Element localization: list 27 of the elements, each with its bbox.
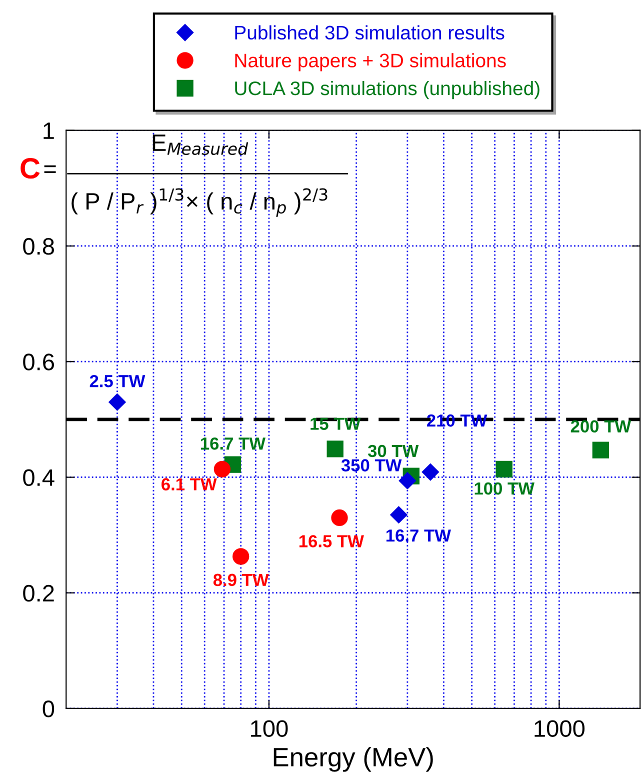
annotation: 16.7 TW — [201, 437, 266, 450]
legend-label: Nature papers + 3D simulations — [235, 53, 506, 72]
annotation: 16.7 TW — [386, 529, 451, 542]
annotation: 2.5 TW — [90, 375, 146, 388]
y-tick-label: 0.2 — [23, 584, 54, 602]
annotation: 16.5 TW — [299, 535, 364, 548]
annotation: 15 TW — [310, 418, 361, 430]
text: = — [44, 165, 56, 173]
legend-label: UCLA 3D simulations (unpublished) — [235, 80, 540, 100]
x-tick-label: 100 — [251, 720, 288, 737]
annotation: E$_{Measured}$ — [152, 134, 248, 155]
y-tick-label: 0 — [42, 700, 54, 718]
annotation: 6.1 TW — [162, 478, 217, 490]
y-tick-label: 1 — [44, 122, 54, 139]
y-tick-label: 0.8 — [23, 238, 54, 255]
annotation: 100 TW — [474, 482, 534, 495]
annotation: 350 TW — [341, 459, 402, 472]
annotation: 30 TW — [368, 444, 419, 458]
text: C — [20, 158, 40, 179]
x-axis-title: Energy (MeV) — [274, 747, 433, 772]
x-tick-label: 1000 — [534, 720, 585, 737]
y-tick-label: 0.6 — [23, 354, 54, 370]
legend-label: Published 3D simulation results — [235, 25, 504, 40]
annotation: 8.9 TW — [213, 574, 269, 586]
y-tick-label: 0.4 — [23, 469, 54, 486]
text: ( P / P$_{r}$ )$^{1/3}$× ( n$_{c}$ / n$_{p}$ )$^{2/3}$ — [72, 188, 328, 217]
annotation: 200 TW — [570, 420, 632, 433]
